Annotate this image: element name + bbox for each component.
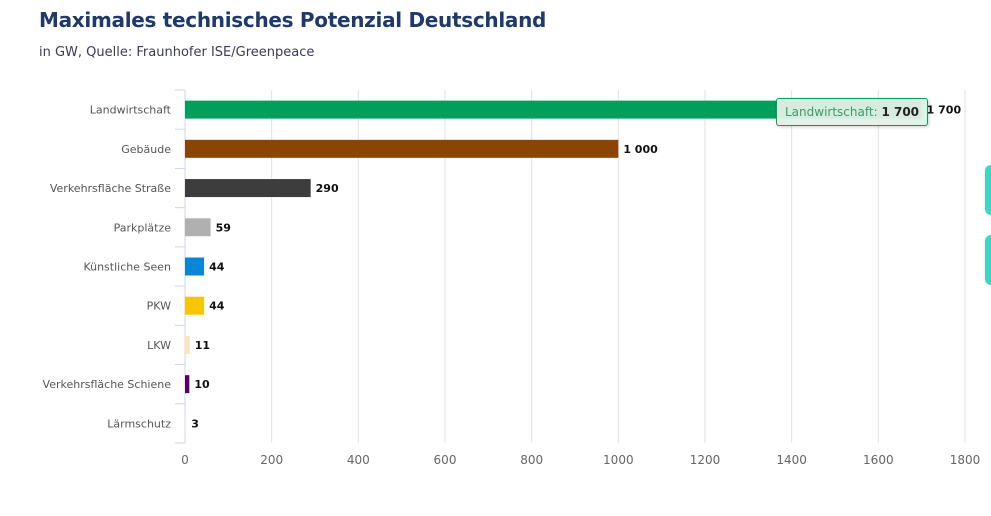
x-tick-label: 1800 bbox=[950, 453, 981, 467]
bar bbox=[185, 218, 211, 237]
side-tab[interactable] bbox=[985, 235, 991, 285]
x-tick-label: 1000 bbox=[603, 453, 634, 467]
category-label: Lärmschutz bbox=[107, 417, 171, 430]
bar bbox=[185, 257, 205, 276]
bar bbox=[185, 100, 922, 119]
tooltip-label: Landwirtschaft: bbox=[785, 105, 882, 119]
category-label: PKW bbox=[147, 300, 171, 313]
side-tab[interactable] bbox=[985, 165, 991, 215]
bar bbox=[185, 139, 619, 158]
tooltip-value: 1 700 bbox=[881, 105, 920, 119]
bar bbox=[185, 375, 190, 394]
data-label: 1 000 bbox=[623, 143, 658, 156]
chart-title: Maximales technisches Potenzial Deutschl… bbox=[39, 8, 547, 32]
category-label: LKW bbox=[147, 339, 171, 352]
x-tick-label: 1400 bbox=[776, 453, 807, 467]
data-label: 44 bbox=[209, 300, 225, 313]
bar bbox=[185, 335, 190, 354]
data-label: 1 700 bbox=[927, 104, 962, 117]
x-tick-label: 1200 bbox=[690, 453, 721, 467]
category-label: Landwirtschaft bbox=[90, 104, 172, 117]
x-tick-label: 200 bbox=[260, 453, 283, 467]
data-label: 290 bbox=[316, 182, 339, 195]
data-label: 3 bbox=[191, 417, 199, 430]
category-label: Gebäude bbox=[121, 143, 171, 156]
data-label: 10 bbox=[194, 378, 210, 391]
bar bbox=[185, 179, 311, 198]
bar bbox=[185, 414, 187, 433]
x-tick-label: 0 bbox=[181, 453, 189, 467]
category-label: Parkplätze bbox=[114, 221, 172, 234]
category-label: Verkehrsfläche Schiene bbox=[43, 378, 172, 391]
data-label: 11 bbox=[195, 339, 210, 352]
data-label: 44 bbox=[209, 261, 225, 274]
category-label: Künstliche Seen bbox=[83, 261, 171, 274]
x-tick-label: 1600 bbox=[863, 453, 894, 467]
x-tick-label: 800 bbox=[520, 453, 543, 467]
bar bbox=[185, 296, 205, 315]
tooltip: Landwirtschaft: 1 700 bbox=[776, 98, 929, 126]
x-tick-label: 600 bbox=[434, 453, 457, 467]
chart-subtitle: in GW, Quelle: Fraunhofer ISE/Greenpeace bbox=[39, 45, 315, 60]
data-label: 59 bbox=[216, 221, 231, 234]
category-label: Verkehrsfläche Straße bbox=[50, 182, 171, 195]
x-tick-label: 400 bbox=[347, 453, 370, 467]
